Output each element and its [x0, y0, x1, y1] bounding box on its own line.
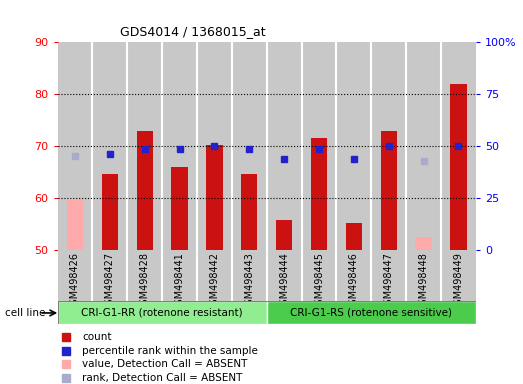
- Bar: [197, 42, 232, 250]
- Text: GSM498448: GSM498448: [418, 252, 429, 311]
- Bar: [232, 42, 267, 250]
- Bar: [267, 42, 302, 250]
- Text: GSM498443: GSM498443: [244, 252, 254, 311]
- Bar: [441, 42, 476, 250]
- Text: count: count: [82, 332, 111, 342]
- Bar: [441, 250, 476, 301]
- Text: percentile rank within the sample: percentile rank within the sample: [82, 346, 258, 356]
- Bar: [415, 237, 432, 250]
- Bar: [406, 42, 441, 250]
- Text: GSM498427: GSM498427: [105, 252, 115, 311]
- Bar: [93, 42, 127, 250]
- Bar: [346, 223, 362, 250]
- Text: GSM498442: GSM498442: [209, 252, 220, 311]
- Text: value, Detection Call = ABSENT: value, Detection Call = ABSENT: [82, 359, 247, 369]
- Bar: [371, 250, 406, 301]
- Bar: [450, 84, 467, 250]
- Bar: [381, 131, 397, 250]
- Bar: [127, 42, 162, 250]
- Text: GSM498441: GSM498441: [175, 252, 185, 311]
- Bar: [302, 250, 336, 301]
- Bar: [276, 220, 292, 250]
- Text: CRI-G1-RR (rotenone resistant): CRI-G1-RR (rotenone resistant): [81, 308, 243, 318]
- Bar: [311, 138, 327, 250]
- Bar: [241, 174, 257, 250]
- Bar: [162, 42, 197, 250]
- Bar: [67, 200, 83, 250]
- Bar: [267, 301, 476, 324]
- Bar: [336, 42, 371, 250]
- Text: GSM498447: GSM498447: [384, 252, 394, 311]
- Bar: [206, 145, 223, 250]
- Bar: [162, 250, 197, 301]
- Bar: [137, 131, 153, 250]
- Text: rank, Detection Call = ABSENT: rank, Detection Call = ABSENT: [82, 373, 242, 383]
- Text: GSM498428: GSM498428: [140, 252, 150, 311]
- Text: GSM498446: GSM498446: [349, 252, 359, 311]
- Bar: [93, 250, 127, 301]
- Bar: [172, 167, 188, 250]
- Text: GSM498445: GSM498445: [314, 252, 324, 311]
- Bar: [127, 250, 162, 301]
- Bar: [101, 174, 118, 250]
- Bar: [197, 250, 232, 301]
- Bar: [336, 250, 371, 301]
- Text: GSM498449: GSM498449: [453, 252, 463, 311]
- Bar: [58, 42, 93, 250]
- Bar: [371, 42, 406, 250]
- Text: cell line: cell line: [5, 308, 46, 318]
- Text: GDS4014 / 1368015_at: GDS4014 / 1368015_at: [120, 25, 266, 38]
- Bar: [58, 250, 93, 301]
- Text: GSM498444: GSM498444: [279, 252, 289, 311]
- Bar: [267, 250, 302, 301]
- Bar: [58, 301, 267, 324]
- Bar: [232, 250, 267, 301]
- Bar: [302, 42, 336, 250]
- Bar: [406, 250, 441, 301]
- Text: CRI-G1-RS (rotenone sensitive): CRI-G1-RS (rotenone sensitive): [290, 308, 452, 318]
- Text: GSM498426: GSM498426: [70, 252, 80, 311]
